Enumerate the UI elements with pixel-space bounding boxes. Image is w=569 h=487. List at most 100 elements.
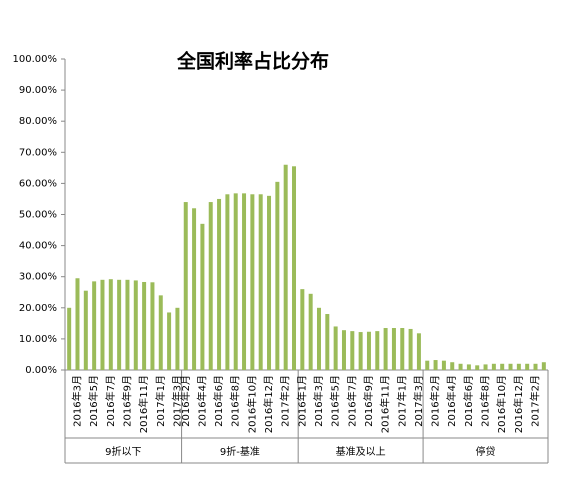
bar (292, 166, 297, 370)
x-tick-label: 2016年7月 (104, 375, 117, 427)
y-tick-label: 90.00% (19, 85, 57, 96)
bar (92, 281, 97, 370)
bar (508, 363, 513, 370)
bar (100, 279, 105, 370)
bar (375, 331, 380, 370)
x-tick-label: 2017年3月 (412, 375, 425, 427)
x-tick-label: 2017年1月 (154, 375, 167, 427)
bar (433, 360, 438, 370)
x-tick-label: 2016年8月 (229, 375, 242, 427)
y-tick-label: 60.00% (19, 178, 57, 189)
group-label: 9折以下 (105, 445, 141, 458)
bar (167, 312, 172, 370)
x-tick-label: 2016年4月 (445, 375, 458, 427)
x-tick-label: 2016年1月 (295, 375, 308, 427)
x-tick-label: 2016年9月 (362, 375, 375, 427)
bar (133, 280, 138, 370)
bar (383, 328, 388, 370)
bar (316, 307, 321, 370)
y-tick-label: 80.00% (19, 116, 57, 127)
x-tick-label: 2017年3月 (170, 375, 183, 427)
bar (491, 363, 496, 370)
bar (525, 363, 530, 370)
y-tick-label: 40.00% (19, 241, 57, 252)
bar (233, 193, 238, 370)
bar (458, 363, 463, 370)
bar (366, 331, 371, 370)
bar (192, 208, 197, 370)
bar (75, 278, 80, 370)
group-label: 9折-基准 (220, 445, 260, 458)
bar (325, 314, 330, 370)
bar (267, 195, 272, 370)
bar (217, 198, 222, 370)
bar (108, 279, 113, 370)
y-tick-label: 30.00% (19, 272, 57, 283)
bar (308, 293, 313, 370)
x-tick-label: 2017年2月 (279, 375, 292, 427)
x-tick-label: 2016年5月 (87, 375, 100, 427)
x-tick-label: 2016年4月 (195, 375, 208, 427)
bar (475, 365, 480, 370)
bar (541, 362, 546, 370)
bar (400, 328, 405, 370)
x-tick-label: 2016年12月 (262, 375, 275, 433)
bar (300, 289, 305, 370)
bar (416, 333, 421, 370)
bar (250, 194, 255, 370)
x-tick-label: 2016年2月 (429, 375, 442, 427)
bar (516, 363, 521, 370)
bar (358, 332, 363, 370)
bar (483, 364, 488, 370)
x-tick-label: 2016年12月 (512, 375, 525, 433)
bar (441, 360, 446, 370)
bar (200, 223, 205, 370)
x-tick-label: 2016年2月 (179, 375, 192, 427)
bar (333, 326, 338, 370)
chart-title: 全国利率占比分布 (176, 50, 329, 73)
y-tick-label: 70.00% (19, 147, 57, 158)
bar (158, 295, 163, 370)
bar (125, 279, 130, 370)
x-tick-label: 2016年6月 (462, 375, 475, 427)
bar (225, 194, 230, 370)
x-tick-label: 2016年9月 (120, 375, 133, 427)
bar (150, 282, 155, 370)
x-tick-label: 2016年3月 (312, 375, 325, 427)
bar (533, 363, 538, 370)
y-tick-label: 0.00% (25, 365, 57, 376)
bar (258, 194, 263, 370)
x-tick-label: 2016年11月 (379, 375, 392, 433)
x-tick-label: 2017年1月 (395, 375, 408, 427)
x-tick-label: 2016年3月 (70, 375, 83, 427)
x-tick-label: 2016年5月 (329, 375, 342, 427)
bar (283, 164, 288, 370)
x-tick-label: 2016年7月 (345, 375, 358, 427)
bar (275, 181, 280, 370)
bar (341, 330, 346, 370)
y-tick-label: 10.00% (19, 334, 57, 345)
bar (175, 307, 180, 370)
y-tick-label: 20.00% (19, 303, 57, 314)
bar (208, 202, 213, 370)
bar (500, 363, 505, 370)
group-label: 基准及以上 (336, 445, 386, 458)
x-tick-label: 2016年11月 (137, 375, 150, 433)
bar (450, 362, 455, 370)
bar (83, 290, 88, 370)
x-tick-label: 2016年10月 (245, 375, 258, 433)
group-label: 停贷 (476, 445, 496, 458)
y-tick-label: 50.00% (19, 210, 57, 221)
bar (408, 328, 413, 370)
bar (242, 193, 247, 370)
x-tick-label: 2017年2月 (529, 375, 542, 427)
x-tick-label: 2016年10月 (495, 375, 508, 433)
bar (350, 331, 355, 370)
bar (183, 202, 188, 370)
x-tick-label: 2016年6月 (212, 375, 225, 427)
bar (425, 360, 430, 370)
x-tick-label: 2016年8月 (479, 375, 492, 427)
bar (67, 307, 72, 370)
bar (466, 364, 471, 370)
